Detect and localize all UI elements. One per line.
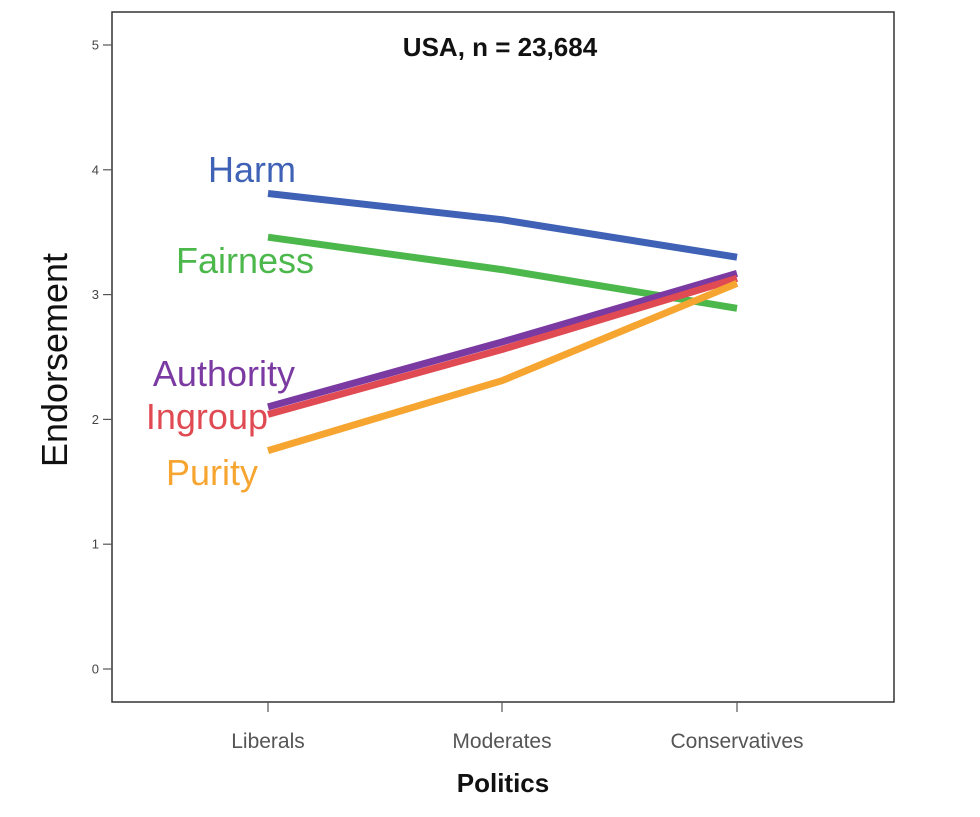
y-axis: 0 1 2 3 4 5 [92, 38, 112, 677]
y-tick-label: 0 [92, 662, 99, 677]
x-axis: Liberals Moderates Conservatives [231, 702, 804, 753]
plot-frame [111, 11, 895, 703]
x-tick-label: Liberals [231, 730, 305, 753]
x-axis-title: Politics [457, 768, 549, 798]
chart-title: USA, n = 23,684 [403, 32, 598, 62]
y-axis-title: Endorsement [34, 253, 75, 467]
x-tick-label: Moderates [452, 730, 551, 753]
series-label-harm: Harm [208, 149, 296, 190]
series-label-fairness: Fairness [176, 240, 314, 281]
y-tick-label: 4 [92, 162, 99, 177]
y-tick-label: 2 [92, 412, 99, 427]
series-line-harm [267, 190, 738, 261]
series-line-purity [266, 280, 739, 454]
series-line-ingroup [267, 275, 739, 418]
series-label-authority: Authority [153, 353, 295, 394]
series-lines [266, 190, 739, 454]
y-tick-label: 3 [92, 287, 99, 302]
x-tick-label: Conservatives [670, 730, 803, 753]
series-label-purity: Purity [166, 452, 258, 493]
y-tick-label: 1 [92, 537, 99, 552]
series-label-ingroup: Ingroup [146, 396, 268, 437]
y-tick-label: 5 [92, 38, 99, 53]
series-line-authority [267, 270, 738, 411]
